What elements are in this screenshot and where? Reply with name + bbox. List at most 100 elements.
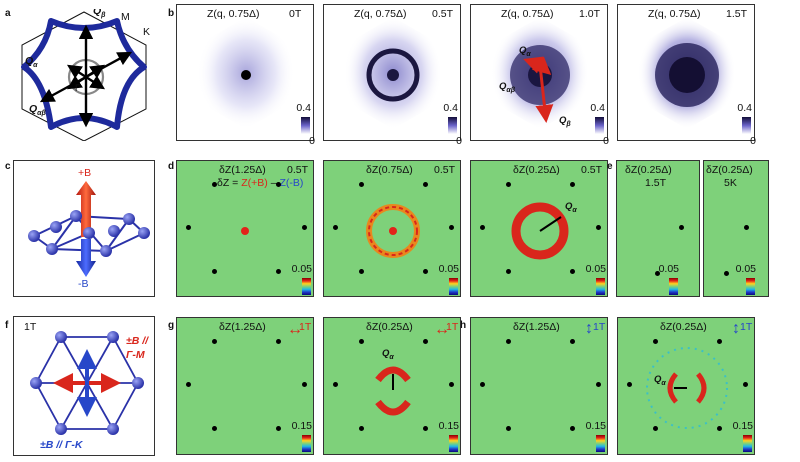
colorbar-gradient <box>301 117 310 134</box>
colorbar-max: 0.15 <box>732 420 753 432</box>
bragg-peak-dot <box>186 382 191 387</box>
q-alpha-label: Qα <box>519 45 531 58</box>
field-label: 1T <box>593 321 606 333</box>
bragg-peak-dot <box>653 426 658 431</box>
q-beta-label: Qβ <box>93 9 106 20</box>
field-label: 1.0T <box>579 8 601 20</box>
panel-h1-map: δZ(1.25Δ) ↕1T 0.15 -0.15 <box>470 317 608 455</box>
map-title: δZ(0.25Δ) <box>660 321 707 333</box>
bragg-peak-dot <box>423 426 428 431</box>
colorbar-min: -0.15 <box>423 453 460 454</box>
bragg-peak-dot <box>596 225 601 230</box>
colorbar-max: 0.4 <box>443 102 458 114</box>
colorbar-min: -0.15 <box>717 453 754 454</box>
q-beta-label: Qβ <box>559 115 571 128</box>
bragg-peak-dot <box>186 225 191 230</box>
red-direction-label-1: ±B // <box>126 335 149 347</box>
colorbar-gradient <box>596 278 605 295</box>
bragg-peak-dot <box>627 382 632 387</box>
map-title: Z(q, 0.75Δ) <box>648 8 701 20</box>
colorbar-gradient <box>449 278 458 295</box>
map-title: Z(q, 0.75Δ) <box>501 8 554 20</box>
field-label: 0.5T <box>287 164 309 176</box>
panel-b1-map: Z(q, 0.75Δ) 0T <box>176 4 314 141</box>
bragg-peak-dot <box>506 426 511 431</box>
condition-label: 1.5T <box>645 177 667 189</box>
q-alpha-label: Qα <box>654 374 666 387</box>
bragg-peak-dot <box>717 339 722 344</box>
field-direction-icon: ↔ <box>287 321 303 338</box>
bragg-peak-dot <box>423 339 428 344</box>
panel-g2-map: δZ(0.25Δ) ↔1T Qα 0.15 -0.15 <box>323 317 461 455</box>
panel-b3-map: Z(q, 0.75Δ) 1.0T Qα Qαβ Qβ <box>470 4 608 141</box>
m-point-label: M <box>121 11 130 23</box>
blue-direction-label: ±B // Γ-K <box>40 439 83 451</box>
map-title: δZ(1.25Δ) <box>513 321 560 333</box>
bragg-peak-dot <box>506 182 511 187</box>
plus-b-label: +B <box>78 167 92 179</box>
colorbar-max: 0.05 <box>438 263 459 275</box>
bragg-peak-dot <box>423 182 428 187</box>
map-title: δZ(0.75Δ) <box>366 164 413 176</box>
panel-e1-map: δZ(0.25Δ) 1.5T 0.05 -0.05 <box>616 160 700 297</box>
colorbar-min: -0.05 <box>276 296 314 297</box>
red-direction-label-2: Γ-M <box>126 349 145 361</box>
panel-a-brillouin-zone: Qβ M K Qα Γ Qαβ <box>13 9 155 141</box>
colorbar-max: 0.15 <box>291 420 312 432</box>
bragg-peak-dot <box>743 382 748 387</box>
colorbar-gradient <box>596 435 605 452</box>
field-label: 0.5T <box>434 164 456 176</box>
bragg-peak-dot <box>506 269 511 274</box>
colorbar-min: 0 <box>750 135 756 147</box>
panel-h2-map: δZ(0.25Δ) ↕1T Qα 0.15 -0.15 <box>617 317 755 455</box>
panel-b4-map: Z(q, 0.75Δ) 1.5T <box>617 4 755 141</box>
colorbar-min: -0.05 <box>570 296 608 297</box>
field-direction-icon: ↔ <box>434 321 450 338</box>
colorbar-gradient <box>595 117 604 134</box>
colorbar-min: -0.05 <box>720 296 760 297</box>
panel-g1-map: δZ(1.25Δ) ↔1T 0.15 -0.15 <box>176 317 314 455</box>
bragg-peak-dot <box>359 339 364 344</box>
bragg-peak-dot <box>480 382 485 387</box>
panel-e2-map: δZ(0.25Δ) 5K 0.05 -0.05 <box>703 160 769 297</box>
q-alpha-beta-label: Qαβ <box>499 81 516 94</box>
brillouin-zone-diagram <box>21 11 147 141</box>
lobe-feature <box>375 366 411 416</box>
field-label: 0.5T <box>432 8 454 20</box>
panel-d3-map: δZ(0.25Δ) 0.5T Qα 0.05 -0.05 <box>470 160 608 297</box>
bragg-peak-dot <box>570 339 575 344</box>
bragg-peak-dot <box>480 225 485 230</box>
q-alpha-label: Qα <box>565 201 577 214</box>
minus-b-label: -B <box>78 278 89 290</box>
panel-letter-e: e <box>607 161 613 172</box>
bragg-peak-dot <box>212 269 217 274</box>
ring-feature <box>366 204 420 258</box>
bragg-peak-dot <box>724 271 729 276</box>
bragg-peak-dot <box>596 382 601 387</box>
bragg-peak-dot <box>359 426 364 431</box>
bragg-peak-dot <box>302 225 307 230</box>
field-magnitude-label: 1T <box>24 321 37 333</box>
panel-letter-g: g <box>168 320 175 331</box>
bragg-peak-dot <box>655 271 660 276</box>
bragg-peak-dot <box>653 339 658 344</box>
ring-feature <box>511 202 569 260</box>
q-alpha-label: Qα <box>382 348 394 361</box>
panel-letter-f: f <box>5 320 9 331</box>
colorbar-max: 0.05 <box>658 263 679 275</box>
k-point-label: K <box>143 26 151 38</box>
colorbar-gradient <box>669 278 678 295</box>
lattice-field-diagram <box>28 181 150 277</box>
panel-d2-map: δZ(0.75Δ) 0.5T 0.05 -0.05 <box>323 160 461 297</box>
lobe-feature <box>646 347 728 429</box>
field-label: 0T <box>289 8 302 20</box>
bragg-peak-dot <box>359 182 364 187</box>
panel-letter-h: h <box>460 320 467 331</box>
field-label: 1T <box>740 321 753 333</box>
colorbar-max: 0.4 <box>737 102 752 114</box>
q-alpha-label: Qα <box>25 55 38 70</box>
map-title: δZ(1.25Δ) <box>219 164 266 176</box>
bragg-peak-dot <box>333 382 338 387</box>
bragg-peak-dot <box>333 225 338 230</box>
bragg-peak-dot <box>359 269 364 274</box>
